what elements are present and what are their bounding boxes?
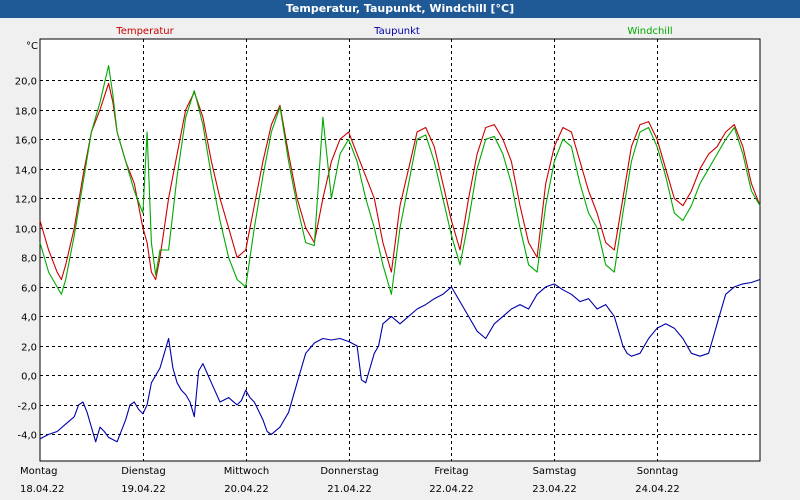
legend-temperatur: Temperatur [115,26,174,37]
series-line-temperatur [39,82,761,281]
y-axis-unit: °C [26,41,38,52]
x-tick-day: Freitag [434,466,468,477]
x-tick-date: 22.04.22 [429,484,474,495]
y-tick-label: 16,0 [15,136,37,147]
y-tick-label: 8,0 [21,254,37,265]
series-line-windchill [39,65,761,295]
x-tick-day: Sonntag [637,466,679,477]
x-tick-day: Samstag [533,466,577,477]
y-tick-label: -2,0 [17,402,37,413]
x-tick-day: Donnerstag [320,466,378,477]
y-tick-label: 14,0 [15,166,37,177]
x-tick-date: 21.04.22 [327,484,372,495]
y-tick-label: -4,0 [17,431,37,442]
x-tick-date: 20.04.22 [224,484,269,495]
y-tick-label: 0,0 [21,372,37,383]
x-tick-day: Dienstag [121,466,166,477]
x-tick-date: 24.04.22 [635,484,680,495]
temperature-chart: 20,0 18,0 16,0 14,0 12,0 10,0 8,0 6,0 4,0 2,0 0,0 -… [15,26,761,495]
y-tick-label: 10,0 [15,225,37,236]
y-tick-label: 2,0 [21,343,37,354]
y-tick-label: 6,0 [21,284,37,295]
x-tick-date: 18.04.22 [20,484,65,495]
x-tick-date: 19.04.22 [121,484,166,495]
legend-windchill: Windchill [627,26,672,37]
legend-taupunkt: Taupunkt [373,26,420,37]
y-tick-label: 18,0 [15,107,37,118]
x-tick-date: 23.04.22 [532,484,577,495]
series-line-taupunkt [39,278,761,443]
y-tick-label: 4,0 [21,313,37,324]
x-tick-day: Montag [20,466,57,477]
x-tick-day: Mittwoch [224,466,269,477]
chart-window-title: Temperatur, Taupunkt, Windchill [°C] [0,0,800,18]
y-tick-label: 20,0 [15,77,37,88]
y-tick-label: 12,0 [15,195,37,206]
